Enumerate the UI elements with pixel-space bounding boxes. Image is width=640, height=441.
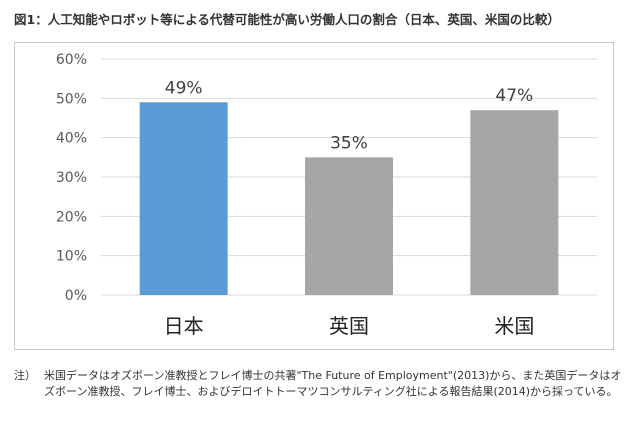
x-tick-label: 英国 — [329, 314, 369, 338]
bar-chart: 0% 10% 20% 30% 40% 50% 60% 49% 日本 35% 英国 47% 米国 — [56, 52, 597, 338]
chart-title: 図1：人工知能やロボット等による代替可能性が高い労働人口の割合（日本、英国、米国… — [14, 12, 560, 27]
chart-area: 0% 10% 20% 30% 40% 50% 60% 49% 日本 35% 英国 47% 米国 — [14, 42, 614, 350]
bar — [139, 102, 228, 295]
x-tick-label: 米国 — [494, 314, 534, 338]
data-label: 47% — [495, 86, 533, 106]
y-tick-label: 0% — [65, 288, 87, 304]
x-tick-label: 日本 — [164, 314, 204, 338]
footnote-text: 米国データはオズボーン准教授とフレイ博士の共著"The Future of Em… — [44, 369, 622, 398]
bar — [470, 110, 559, 295]
y-tick-label: 40% — [56, 131, 87, 147]
footnote-mark: 注） — [14, 369, 36, 382]
y-tick-label: 30% — [56, 170, 87, 186]
y-tick-label: 60% — [56, 52, 87, 68]
data-label: 35% — [330, 133, 368, 153]
data-label: 49% — [165, 78, 203, 98]
y-tick-label: 20% — [56, 209, 87, 225]
y-tick-label: 50% — [56, 91, 87, 107]
bar — [305, 157, 393, 295]
y-tick-label: 10% — [56, 249, 87, 265]
